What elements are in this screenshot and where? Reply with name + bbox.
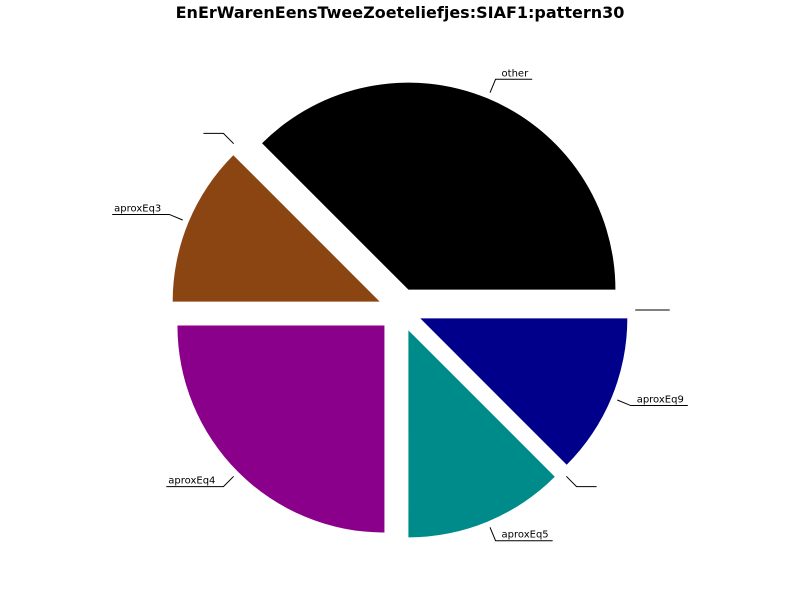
- pie-slice-aproxeq3: [172, 155, 380, 302]
- leader-line-aproxeq5: [489, 527, 553, 542]
- leader-line-aproxeq3: [112, 213, 183, 221]
- leader-line-blank-5: [565, 475, 597, 488]
- slice-label-aproxeq9: aproxEq9: [637, 395, 684, 406]
- leader-line-aproxeq4: [166, 475, 235, 488]
- pie-slice-aproxeq4: [177, 325, 385, 533]
- pie-slice-aproxeq5: [408, 330, 555, 538]
- chart-title: EnErWarenEensTweeZoeteliefjes:SIAF1:patt…: [175, 3, 625, 22]
- slice-label-aproxeq5: aproxEq5: [502, 530, 549, 541]
- pie-slice-aproxeq9: [420, 318, 628, 465]
- leader-line-other: [489, 78, 533, 93]
- leader-line-blank-1: [203, 132, 235, 145]
- slice-label-other: other: [502, 68, 530, 79]
- slice-label-aproxeq4: aproxEq4: [168, 476, 215, 487]
- pie-slice-other: [262, 82, 616, 290]
- leader-line-aproxeq9: [617, 399, 688, 407]
- slice-label-aproxeq3: aproxEq3: [114, 203, 161, 214]
